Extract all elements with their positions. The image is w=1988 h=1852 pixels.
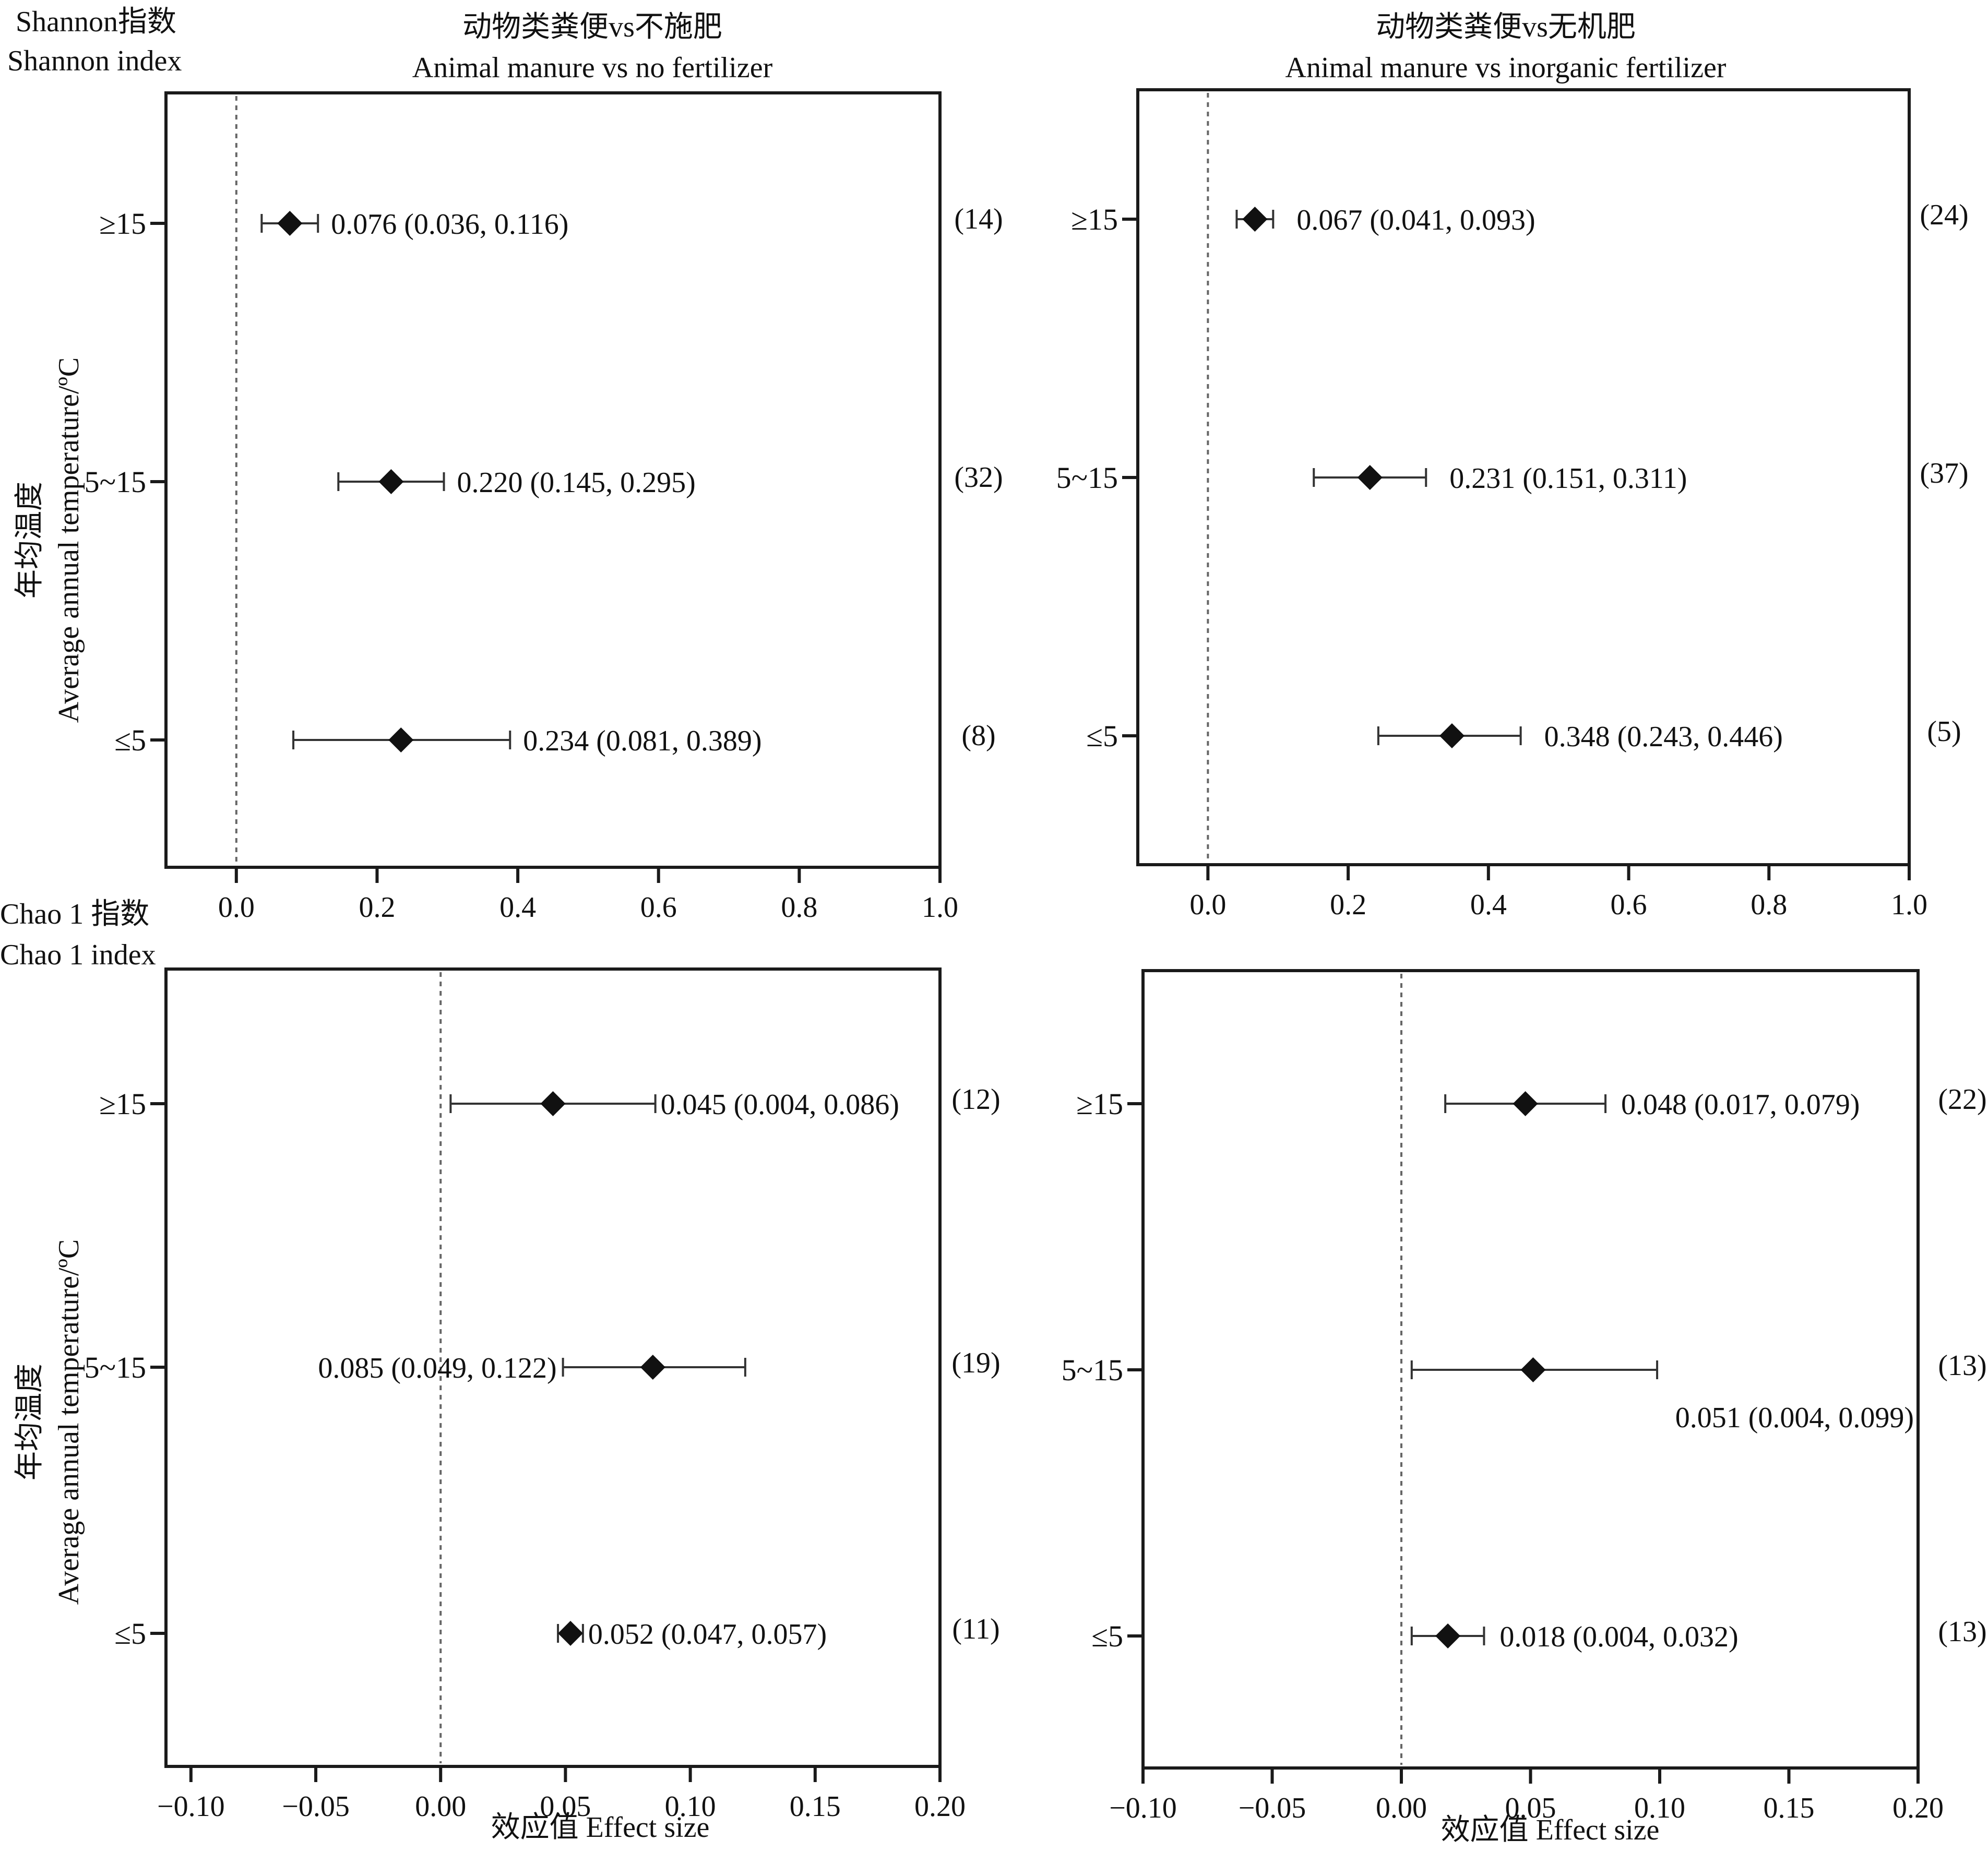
effect-size-value-label: 0.018 (0.004, 0.032) — [1499, 1621, 1738, 1653]
effect-size-marker — [1513, 1091, 1538, 1116]
y-axis-label-bottom: Average annual temperature/ºC 年均温度 — [14, 1239, 85, 1605]
effect-size-marker — [1242, 207, 1268, 232]
effect-size-marker — [378, 469, 404, 494]
x-tick-label: 1.0 — [922, 891, 958, 924]
effect-size-value-label: 0.067 (0.041, 0.093) — [1296, 204, 1535, 236]
y-category-label: 5~15 — [85, 1351, 146, 1384]
effect-size-value-label: 0.220 (0.145, 0.295) — [457, 467, 696, 499]
sample-count-label: (13) — [1938, 1616, 1986, 1648]
corner-label-chao-en: Chao 1 index — [0, 939, 156, 971]
x-tick-label: 0.6 — [640, 891, 677, 924]
x-tick-label: 0.2 — [359, 891, 395, 924]
effect-size-marker — [1439, 723, 1465, 748]
y-category-label: 5~15 — [85, 465, 146, 499]
sample-count-label: (14) — [954, 203, 1003, 235]
effect-size-value-label: 0.045 (0.004, 0.086) — [661, 1089, 899, 1121]
x-tick-label: 0.4 — [1470, 889, 1507, 921]
x-tick-label: −0.05 — [1239, 1792, 1306, 1824]
x-tick-label: 0.6 — [1611, 889, 1647, 921]
x-tick-label: 0.05 — [1505, 1792, 1556, 1824]
x-tick-label: 0.2 — [1330, 889, 1366, 921]
forest-panel-1: 0.0 0.2 0.4 0.6 0.8 1.0 ≥15 0.076 (0.036, 0.116… — [85, 91, 1003, 924]
y-axis-label-top: Average annual temperature/ºC 年均温度 — [14, 357, 85, 723]
effect-size-marker — [1435, 1623, 1461, 1648]
sample-count-label: (24) — [1920, 199, 1968, 231]
y-category-label: ≤5 — [114, 723, 146, 757]
x-tick-label: 0.8 — [781, 891, 817, 924]
y-category-label: ≤5 — [1091, 1619, 1123, 1653]
corner-label-chao-zh: Chao 1 指数 — [0, 898, 149, 930]
y-axis-label-bottom-en: Average annual temperature/ºC — [53, 1239, 85, 1605]
x-tick-label: 0.15 — [790, 1790, 841, 1823]
x-axis-label-right: 效应值 Effect size — [1441, 1814, 1660, 1846]
effect-size-value-label: 0.048 (0.017, 0.079) — [1621, 1089, 1860, 1121]
x-tick-label: 0.10 — [665, 1790, 716, 1823]
sample-count-label: (37) — [1920, 457, 1968, 489]
y-axis-label-top-en: Average annual temperature/ºC — [53, 357, 85, 723]
effect-size-value-label: 0.231 (0.151, 0.311) — [1449, 462, 1687, 495]
sample-count-label: (12) — [951, 1083, 1000, 1116]
sample-count-label: (11) — [952, 1613, 999, 1645]
x-axis-label-left: 效应值 Effect size — [491, 1811, 710, 1844]
sample-count-label: (19) — [951, 1347, 1000, 1379]
y-category-label: ≥15 — [99, 207, 146, 241]
effect-size-value-label: 0.348 (0.243, 0.446) — [1544, 721, 1783, 753]
column-title-left-en: Animal manure vs no fertilizer — [412, 52, 773, 84]
x-tick-label: 0.10 — [1634, 1792, 1685, 1824]
effect-size-marker — [277, 211, 303, 236]
sample-count-label: (8) — [961, 720, 995, 752]
x-tick-label: −0.10 — [157, 1790, 225, 1823]
x-tick-label: 0.15 — [1764, 1792, 1815, 1824]
x-tick-label: 0.05 — [540, 1790, 591, 1823]
x-tick-label: 0.0 — [1189, 889, 1226, 921]
corner-label-shannon-en: Shannon index — [7, 45, 182, 77]
y-category-label: ≥15 — [99, 1087, 146, 1121]
effect-size-marker — [557, 1621, 583, 1646]
y-category-label: ≥15 — [1071, 202, 1118, 236]
x-tick-label: 0.8 — [1751, 889, 1787, 921]
sample-count-label: (13) — [1938, 1349, 1986, 1382]
effect-size-marker — [388, 727, 414, 752]
effect-size-marker — [540, 1091, 566, 1116]
forest-panel-2: 0.0 0.2 0.4 0.6 0.8 1.0 ≥15 0.067 (0.041, 0.093… — [1056, 88, 1969, 921]
effect-size-marker — [1357, 465, 1383, 490]
sample-count-label: (22) — [1938, 1083, 1986, 1116]
column-title-right-en: Animal manure vs inorganic fertilizer — [1285, 52, 1727, 84]
y-category-label: ≤5 — [1086, 719, 1118, 753]
y-category-label: 5~15 — [1056, 461, 1118, 495]
column-title-right-zh: 动物类粪便vs无机肥 — [1376, 11, 1636, 43]
x-tick-label: 0.00 — [415, 1790, 466, 1823]
x-tick-label: 0.20 — [914, 1790, 966, 1823]
x-tick-label: 0.00 — [1376, 1792, 1427, 1824]
y-category-label: ≥15 — [1076, 1087, 1123, 1121]
x-tick-label: −0.10 — [1109, 1792, 1177, 1824]
effect-size-value-label: 0.052 (0.047, 0.057) — [588, 1618, 827, 1651]
x-tick-label: 0.0 — [218, 891, 255, 924]
y-category-label: 5~15 — [1062, 1353, 1123, 1387]
y-axis-label-bottom-zh: 年均温度 — [14, 1364, 46, 1480]
x-tick-label: 1.0 — [1891, 889, 1927, 921]
column-title-left-zh: 动物类粪便vs不施肥 — [462, 11, 722, 43]
effect-size-value-label: 0.234 (0.081, 0.389) — [523, 725, 761, 757]
forest-panel-3: −0.10 −0.05 0.00 0.05 0.10 0.15 0.20 ≥15 0.045 (… — [85, 967, 1001, 1823]
corner-label-shannon-zh: Shannon指数 — [16, 6, 176, 38]
x-tick-label: 0.4 — [499, 891, 536, 924]
sample-count-label: (5) — [1927, 715, 1961, 748]
y-category-label: ≤5 — [114, 1617, 146, 1651]
x-tick-label: −0.05 — [282, 1790, 350, 1823]
effect-size-value-label: 0.076 (0.036, 0.116) — [331, 208, 568, 241]
effect-size-marker — [1520, 1357, 1546, 1382]
forest-panel-4: −0.10 −0.05 0.00 0.05 0.10 0.15 0.20 ≥15 0.048 (… — [1062, 969, 1987, 1824]
sample-count-label: (32) — [954, 461, 1003, 494]
effect-size-value-label: 0.085 (0.049, 0.122) — [318, 1352, 556, 1384]
x-tick-label: 0.20 — [1892, 1792, 1944, 1824]
effect-size-marker — [640, 1355, 665, 1380]
y-axis-label-top-zh: 年均温度 — [14, 482, 46, 599]
effect-size-value-label: 0.051 (0.004, 0.099) — [1675, 1402, 1914, 1434]
